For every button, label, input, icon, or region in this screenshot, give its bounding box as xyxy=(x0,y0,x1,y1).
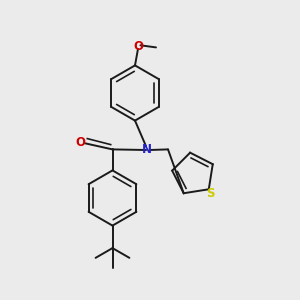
Text: O: O xyxy=(133,40,143,53)
Text: S: S xyxy=(206,187,214,200)
Text: O: O xyxy=(75,136,85,149)
Text: N: N xyxy=(142,143,152,156)
